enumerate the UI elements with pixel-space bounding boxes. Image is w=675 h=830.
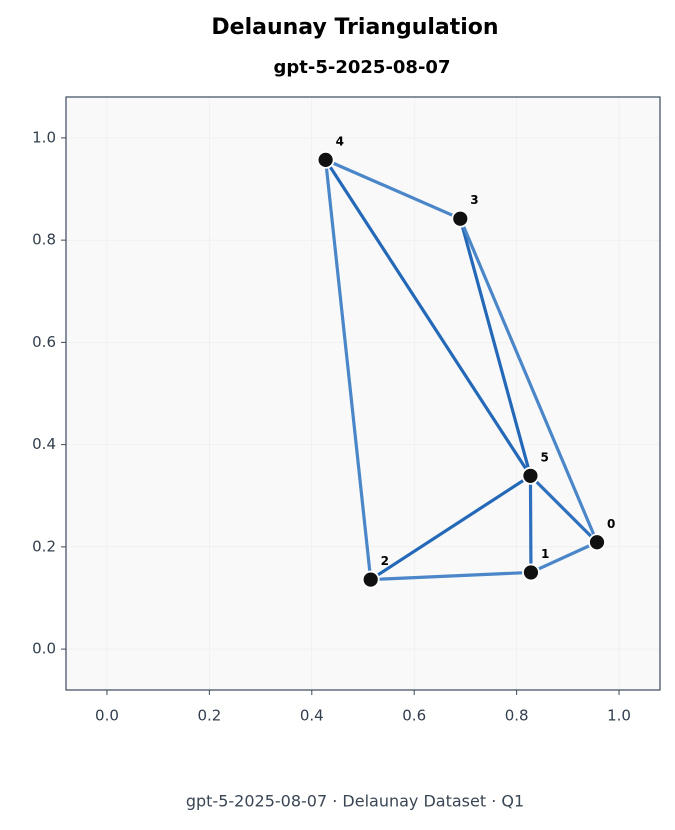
point-label: 2 [381, 554, 389, 568]
plot-area [66, 97, 660, 690]
chart-title: Delaunay Triangulation [211, 15, 498, 40]
y-tick-label: 1.0 [32, 128, 56, 146]
x-tick-label: 0.8 [505, 707, 529, 725]
y-tick-label: 0.4 [32, 435, 56, 453]
point [361, 570, 380, 589]
point [588, 533, 606, 552]
edge [324, 158, 533, 478]
chart-subtitle: gpt-5-2025-08-07 [274, 57, 451, 78]
x-tick-label: 0.0 [95, 707, 119, 725]
point-label: 1 [541, 547, 549, 561]
edge [458, 217, 599, 544]
edge [369, 474, 533, 582]
edge [528, 474, 599, 544]
edge [369, 570, 533, 582]
plot-frame [65, 96, 661, 691]
point-label: 5 [540, 450, 548, 464]
point-label: 4 [336, 134, 344, 148]
x-tick-label: 0.2 [197, 707, 221, 725]
edge [458, 217, 533, 478]
x-tick-label: 1.0 [607, 707, 631, 725]
edge [324, 158, 373, 582]
edge [324, 158, 462, 221]
point-label: 3 [470, 193, 478, 207]
x-tick-label: 0.6 [402, 707, 426, 725]
edge [529, 540, 599, 575]
point [522, 563, 540, 582]
footer: gpt-5-2025-08-07 · Delaunay Dataset · Q1 [186, 792, 524, 811]
point [521, 466, 540, 485]
x-tick-label: 0.4 [300, 707, 324, 725]
edge [528, 474, 533, 575]
y-tick-label: 0.6 [32, 333, 56, 351]
y-tick-label: 0.2 [32, 537, 56, 555]
point-label: 0 [607, 517, 615, 531]
y-tick-label: 0.8 [32, 231, 56, 249]
y-tick-label: 0.0 [32, 640, 56, 658]
point [451, 209, 470, 228]
point [316, 150, 335, 169]
